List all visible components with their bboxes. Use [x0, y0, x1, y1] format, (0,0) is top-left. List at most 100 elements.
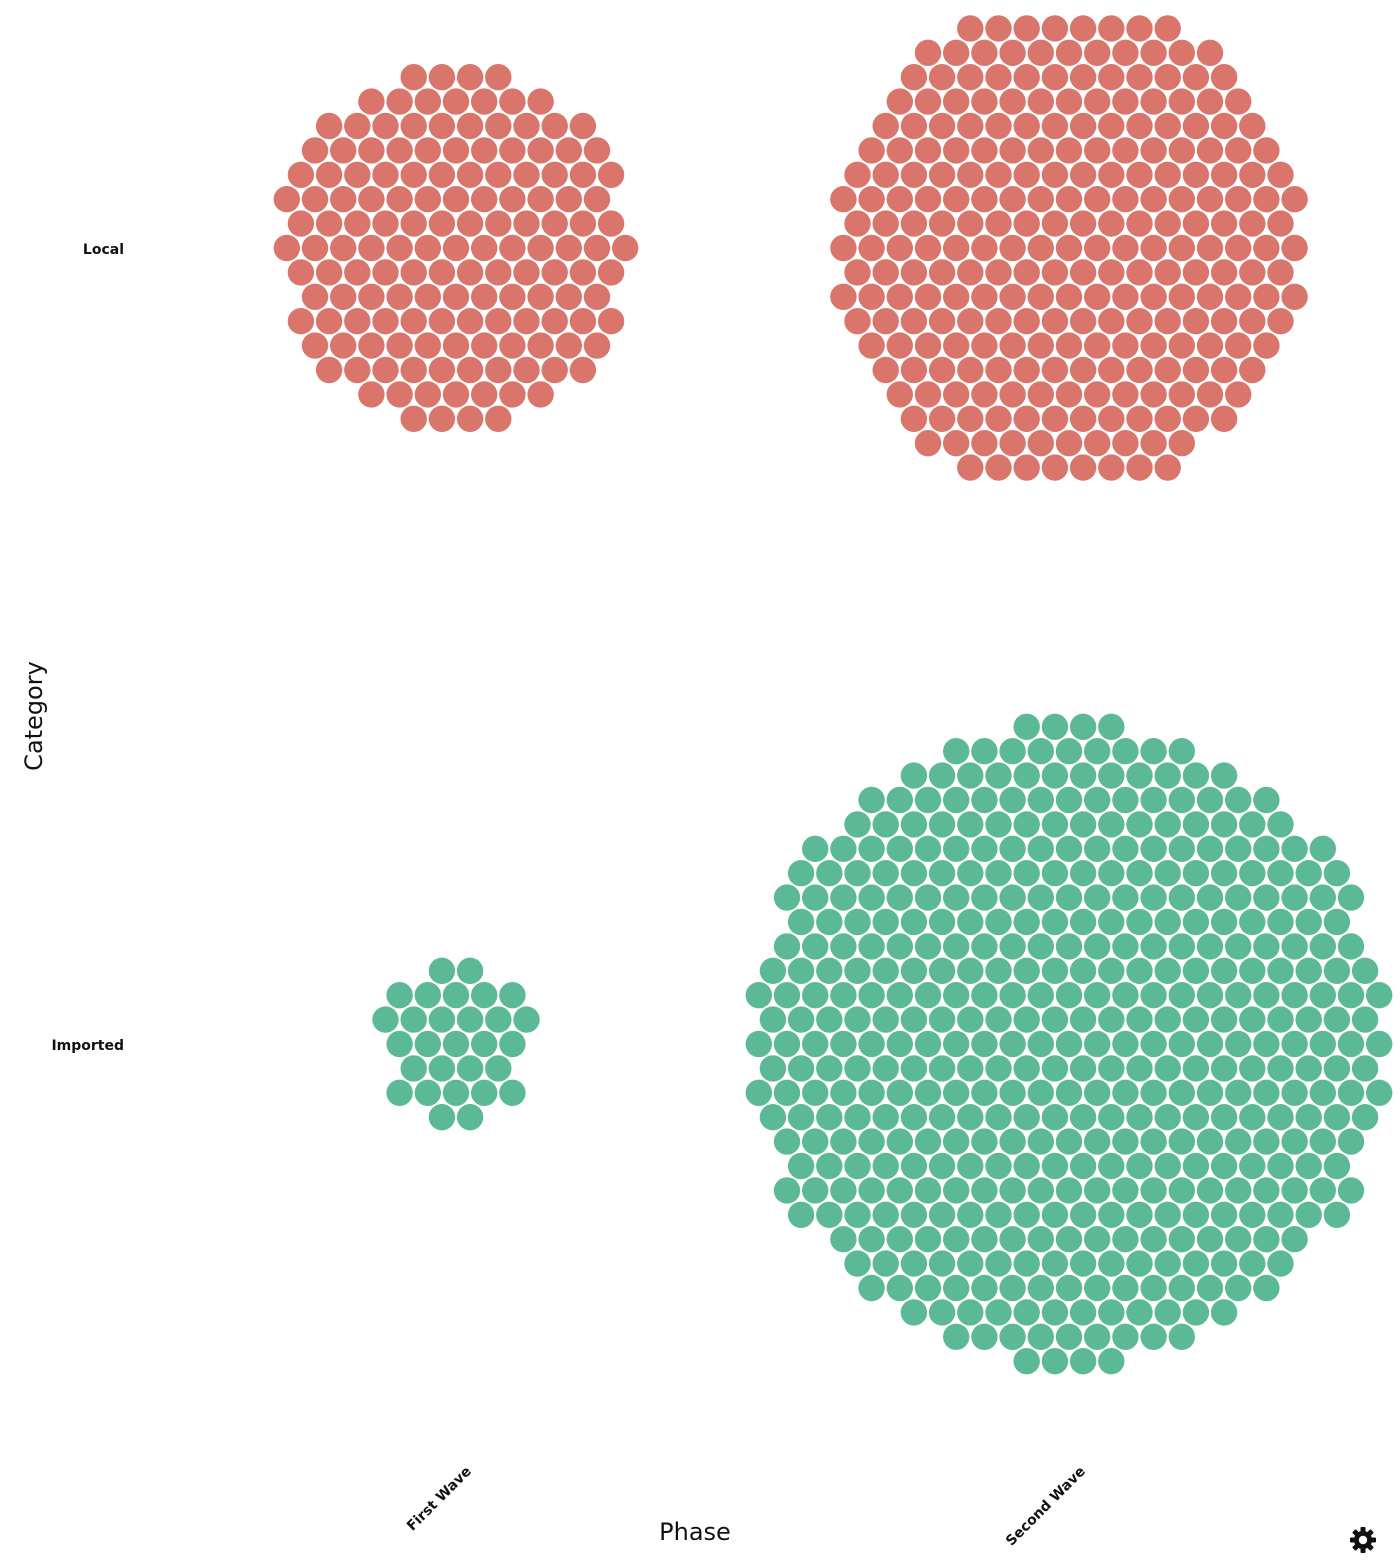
dot [1112, 835, 1139, 862]
dot [1295, 908, 1322, 936]
dot [943, 283, 970, 310]
gear-icon[interactable] [1348, 1525, 1378, 1555]
dot [914, 1079, 942, 1107]
dot [1281, 884, 1308, 911]
dot [1140, 283, 1167, 310]
dot [787, 957, 815, 984]
dot [1084, 39, 1111, 66]
dot [1182, 957, 1210, 984]
dot [858, 137, 885, 164]
dot [985, 161, 1012, 188]
dot [485, 1006, 512, 1033]
dot [1182, 308, 1210, 335]
dot [1098, 1201, 1125, 1229]
dot [971, 1128, 998, 1155]
dot [1013, 1348, 1040, 1375]
dot [1182, 1201, 1210, 1229]
dot [456, 112, 484, 140]
dot [1027, 933, 1055, 960]
dot [1041, 112, 1069, 140]
dot [513, 1006, 540, 1033]
dot [499, 1079, 526, 1107]
dot [414, 186, 441, 213]
dot [1126, 356, 1153, 384]
dot [1154, 908, 1181, 936]
dot [928, 112, 956, 140]
dot [541, 259, 568, 286]
dot [1013, 957, 1040, 984]
dot [1027, 430, 1055, 457]
dot [1041, 63, 1069, 91]
dot [1027, 283, 1055, 310]
dot [1182, 1006, 1210, 1033]
dot [886, 234, 913, 262]
dot [1239, 112, 1266, 140]
dot [1253, 137, 1280, 164]
dot [971, 1323, 998, 1351]
dot [928, 308, 956, 335]
dot [1210, 762, 1238, 789]
dot [858, 835, 885, 862]
dot [1069, 405, 1097, 432]
dot [1281, 186, 1308, 213]
dot [900, 1201, 928, 1229]
dot [957, 161, 984, 188]
dot [1239, 1006, 1266, 1033]
dot [569, 161, 597, 188]
dot [344, 210, 371, 237]
dot [844, 210, 871, 237]
dot [1041, 405, 1069, 432]
dot [414, 234, 441, 262]
dot [886, 283, 913, 310]
dot [957, 63, 984, 91]
dot [773, 982, 801, 1009]
dot [1140, 137, 1167, 164]
dot [414, 88, 441, 115]
dot [914, 234, 942, 262]
dot [957, 1006, 984, 1033]
dot [1112, 933, 1139, 960]
dot [471, 1030, 498, 1058]
dot [1140, 738, 1167, 765]
dot [1098, 308, 1125, 335]
dot [358, 381, 385, 408]
dot [1295, 1006, 1322, 1033]
dot [1112, 381, 1139, 408]
dot [541, 356, 568, 384]
dot [943, 786, 970, 814]
dot [858, 1128, 885, 1155]
dot [386, 982, 413, 1009]
dot [943, 234, 970, 262]
dot [971, 1079, 998, 1107]
dot [1027, 1030, 1055, 1058]
dot [1182, 1250, 1210, 1277]
dot [872, 908, 899, 936]
y-axis-title: Category [20, 661, 48, 771]
dot [386, 283, 413, 310]
dot [1098, 356, 1125, 384]
dot [1140, 982, 1167, 1009]
dot [287, 259, 315, 286]
dot [858, 283, 885, 310]
dot [844, 1250, 871, 1277]
dot [1154, 259, 1181, 286]
dot [1253, 1177, 1280, 1204]
dot [541, 308, 568, 335]
dot [513, 308, 540, 335]
dot [400, 308, 427, 335]
dot [844, 161, 871, 188]
dot [1098, 161, 1125, 188]
dot [1182, 908, 1210, 936]
dot [1126, 908, 1153, 936]
dot [442, 88, 470, 115]
dot [1225, 283, 1252, 310]
dot [999, 1030, 1026, 1058]
dot [759, 1055, 787, 1082]
dot [527, 332, 554, 359]
dot [1168, 283, 1196, 310]
dot [957, 259, 984, 286]
dot [1168, 884, 1196, 911]
dot [1069, 356, 1097, 384]
dot [1309, 1079, 1337, 1107]
dot [1098, 1250, 1125, 1277]
